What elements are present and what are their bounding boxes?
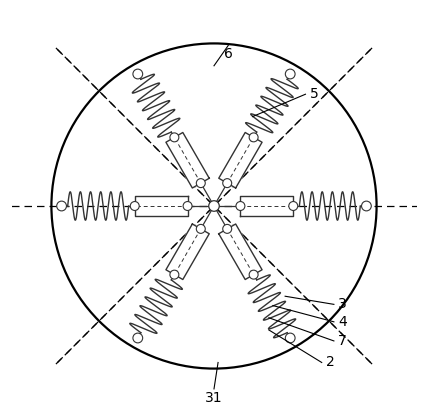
Circle shape <box>183 201 192 211</box>
Circle shape <box>249 270 258 279</box>
Circle shape <box>130 201 139 211</box>
Circle shape <box>196 179 205 187</box>
Circle shape <box>133 333 143 343</box>
Circle shape <box>196 225 205 233</box>
Circle shape <box>285 333 295 343</box>
Circle shape <box>223 225 232 233</box>
Text: 2: 2 <box>326 356 335 370</box>
Circle shape <box>170 133 179 142</box>
Circle shape <box>223 179 232 187</box>
Circle shape <box>170 270 179 279</box>
Text: 4: 4 <box>338 315 347 329</box>
Circle shape <box>133 69 143 79</box>
Text: 3: 3 <box>338 297 347 311</box>
Circle shape <box>285 69 295 79</box>
Circle shape <box>289 201 298 211</box>
Circle shape <box>209 201 219 211</box>
Polygon shape <box>166 224 209 279</box>
Text: 6: 6 <box>224 47 233 61</box>
Text: 31: 31 <box>205 391 223 405</box>
Polygon shape <box>166 133 209 188</box>
Polygon shape <box>241 196 293 216</box>
Circle shape <box>236 201 245 211</box>
Text: 7: 7 <box>338 334 347 348</box>
Polygon shape <box>135 196 187 216</box>
Circle shape <box>249 133 258 142</box>
Polygon shape <box>219 224 262 279</box>
Text: 5: 5 <box>309 87 318 101</box>
Circle shape <box>56 201 66 211</box>
Polygon shape <box>219 133 262 188</box>
Circle shape <box>362 201 372 211</box>
